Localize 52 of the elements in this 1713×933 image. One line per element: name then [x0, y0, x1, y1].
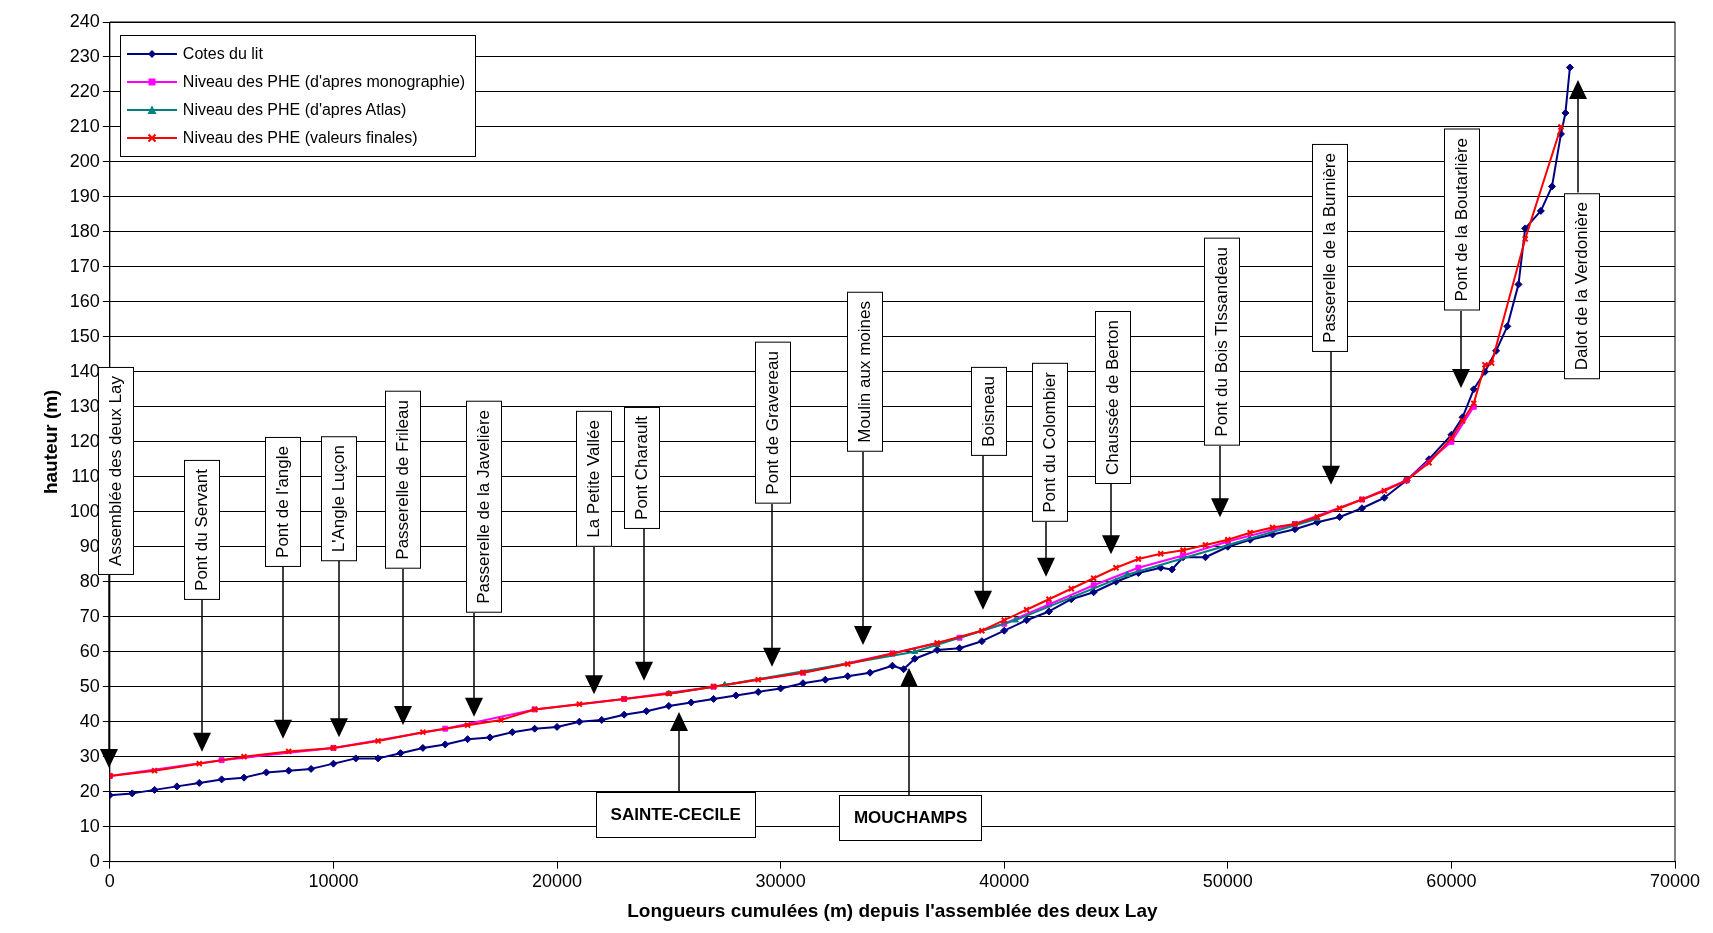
annotation: Pont du Colombier: [1032, 362, 1069, 522]
annotation: Passerelle de la Burnière: [1311, 144, 1348, 352]
x-tick-label: 40000: [979, 871, 1030, 892]
y-tick-label: 20: [79, 780, 100, 801]
annotation: MOUCHAMPS: [838, 794, 983, 841]
y-tick-label: 160: [69, 290, 100, 311]
y-tick-label: 40: [79, 710, 100, 731]
x-axis-title: Longueurs cumulées (m) depuis l'assemblée des deux Lay: [627, 899, 1159, 921]
y-tick-label: 210: [69, 115, 100, 136]
annotation: Pont de Gravereau: [754, 341, 791, 504]
legend-label: Niveau des PHE (d'apres monographie): [182, 72, 466, 92]
y-tick-label: 190: [69, 185, 100, 206]
y-tick-label: 10: [79, 815, 100, 836]
annotation: Pont de la Boutarlière: [1444, 128, 1480, 311]
y-tick-label: 70: [79, 605, 100, 626]
y-tick-label: 30: [79, 745, 100, 766]
y-tick-label: 60: [79, 640, 100, 661]
annotation: Pont Charault: [623, 407, 660, 530]
annotation: Chaussée de Berton: [1094, 310, 1131, 484]
x-tick-label: 60000: [1426, 871, 1477, 892]
annotation: Pont de l'angle: [265, 437, 302, 568]
annotation: Pont du Bois TIssandeau: [1203, 237, 1240, 446]
y-tick-label: 240: [69, 10, 100, 31]
y-tick-label: 180: [69, 220, 100, 241]
y-tick-label: 50: [79, 675, 100, 696]
y-tick-label: 230: [69, 45, 100, 66]
y-tick-label: 220: [69, 80, 100, 101]
y-tick-label: 200: [69, 150, 100, 171]
x-tick-label: 20000: [531, 871, 583, 892]
annotation: Passerelle de la Javelière: [466, 400, 503, 613]
y-axis-title: hauteur (m): [39, 389, 61, 495]
x-tick-label: 30000: [755, 871, 806, 892]
legend-label: Cotes du lit: [182, 44, 263, 64]
legend-label: Niveau des PHE (d'apres Atlas): [182, 100, 407, 120]
x-tick-label: 70000: [1649, 871, 1701, 892]
x-tick-label: 0: [104, 871, 115, 892]
annotation: Pont du Servant: [183, 459, 220, 600]
x-tick-label: 50000: [1202, 871, 1253, 892]
annotation: L'Angle Luçon: [321, 435, 358, 561]
legend-label: Niveau des PHE (valeurs finales): [182, 128, 418, 148]
annotation: Passerelle de Frileau: [384, 391, 421, 570]
y-tick-label: 0: [89, 850, 100, 871]
annotation: Assemblée des deux Lay: [98, 367, 135, 575]
annotation: Moulin aux moines: [846, 292, 883, 453]
x-tick-label: 10000: [308, 871, 359, 892]
y-tick-label: 170: [69, 255, 100, 276]
annotation: Dalot de la Verdonière: [1564, 192, 1601, 379]
annotation: Boisneau: [971, 366, 1008, 456]
y-tick-label: 80: [79, 570, 100, 591]
annotation: La Petite Vallée: [575, 411, 612, 547]
annotation: SAINTE-CECILE: [595, 792, 756, 839]
y-tick-label: 150: [69, 325, 100, 346]
